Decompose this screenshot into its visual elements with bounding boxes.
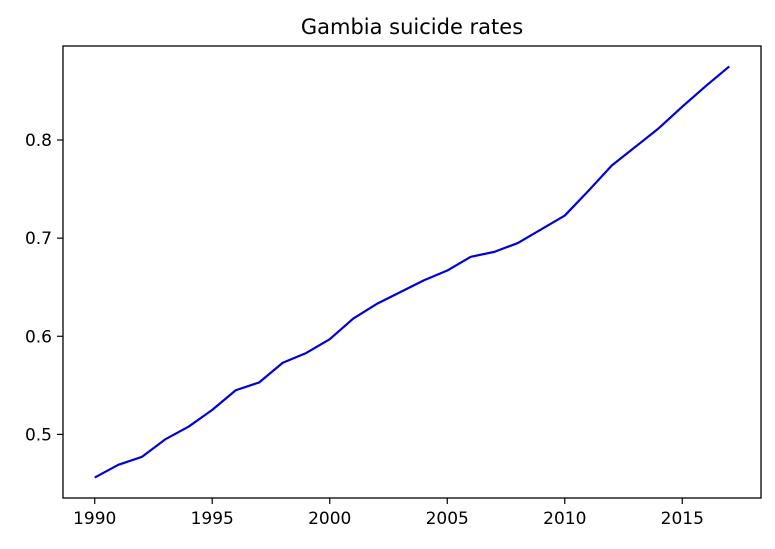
x-tick-label: 2000 [308, 509, 351, 529]
data-point [140, 455, 144, 459]
data-point [563, 214, 567, 218]
x-tick-label: 2010 [543, 509, 586, 529]
data-point [116, 463, 120, 467]
data-point [210, 408, 214, 412]
plot-area-frame [62, 45, 762, 499]
data-point [727, 64, 731, 68]
x-tick-label: 2015 [661, 509, 704, 529]
chart-title: Gambia suicide rates [301, 15, 523, 39]
data-point [398, 290, 402, 294]
data-point [328, 337, 332, 341]
data-point [93, 476, 97, 480]
data-point [445, 269, 449, 273]
data-point [281, 361, 285, 365]
data-point [234, 388, 238, 392]
x-tick-label: 1990 [73, 509, 116, 529]
data-point [351, 317, 355, 321]
data-point [187, 425, 191, 429]
data-point [633, 145, 637, 149]
data-point [492, 250, 496, 254]
data-point [422, 278, 426, 282]
x-axis: 1990 1995 2000 2005 2010 2015 [73, 498, 704, 529]
data-point [469, 255, 473, 259]
data-point [375, 302, 379, 306]
series-layer [93, 64, 731, 480]
data-point [610, 164, 614, 168]
data-point [704, 84, 708, 88]
data-point [516, 241, 520, 245]
data-point [657, 126, 661, 130]
y-tick-label: 0.5 [25, 425, 52, 445]
x-tick-label: 1995 [191, 509, 234, 529]
y-tick-label: 0.8 [25, 131, 52, 151]
x-tick-label: 2005 [426, 509, 469, 529]
y-tick-label: 0.6 [25, 327, 52, 347]
series-line [94, 65, 730, 479]
data-point [163, 437, 167, 441]
data-point [586, 189, 590, 193]
data-point [304, 351, 308, 355]
data-point [680, 105, 684, 109]
data-point [539, 227, 543, 231]
y-tick-label: 0.7 [25, 229, 52, 249]
y-axis: 0.5 0.6 0.7 0.8 [25, 131, 63, 445]
data-point [257, 380, 261, 384]
